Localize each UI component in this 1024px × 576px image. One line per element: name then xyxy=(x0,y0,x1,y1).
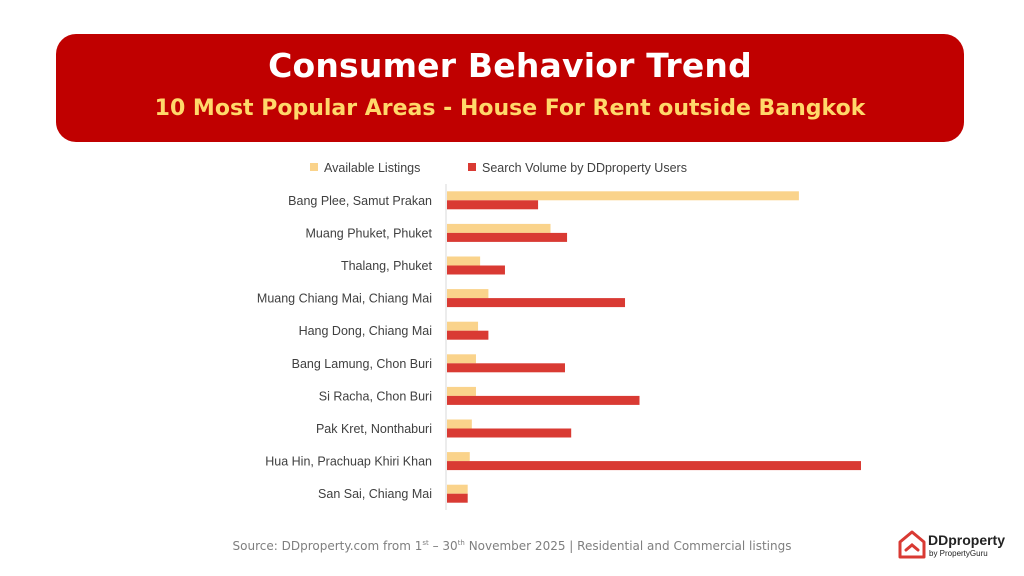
bar-available-listings xyxy=(447,191,799,201)
legend-label: Available Listings xyxy=(324,161,420,175)
category-label: Muang Phuket, Phuket xyxy=(306,226,433,240)
bar-search-volume xyxy=(447,428,572,438)
brand-byline: by PropertyGuru xyxy=(929,549,988,558)
source-sup-1: st xyxy=(422,539,429,547)
category-label: San Sai, Chiang Mai xyxy=(318,487,432,501)
house-logo-icon xyxy=(898,530,926,559)
category-label: Hang Dong, Chiang Mai xyxy=(299,324,432,338)
bar-search-volume xyxy=(447,200,539,210)
bar-chart: Available Listings Search Volume by DDpro… xyxy=(257,161,861,510)
bar-available-listings xyxy=(447,452,470,462)
category-label: Pak Kret, Nonthaburi xyxy=(316,422,432,436)
category-label: Bang Lamung, Chon Buri xyxy=(292,357,432,371)
bar-search-volume xyxy=(447,298,626,308)
source-note: Source: DDproperty.com from 1st – 30th N… xyxy=(0,539,1024,553)
legend-swatch xyxy=(310,163,318,171)
title-banner: Consumer Behavior Trend 10 Most Popular … xyxy=(56,34,964,142)
legend-swatch xyxy=(468,163,476,171)
bar-search-volume xyxy=(447,363,565,373)
category-label: Bang Plee, Samut Prakan xyxy=(288,194,432,208)
legend-label: Search Volume by DDproperty Users xyxy=(482,161,687,175)
bar-available-listings xyxy=(447,256,481,266)
bar-available-listings xyxy=(447,223,551,233)
bar-available-listings xyxy=(447,321,479,331)
source-suffix: November 2025 | Residential and Commerci… xyxy=(464,539,792,553)
bar-available-listings xyxy=(447,419,472,429)
source-sup-2: th xyxy=(457,539,465,547)
category-label: Muang Chiang Mai, Chiang Mai xyxy=(257,292,432,306)
bar-search-volume xyxy=(447,232,568,242)
bar-search-volume xyxy=(447,493,468,503)
bar-search-volume xyxy=(447,265,505,275)
source-prefix: Source: DDproperty.com from 1 xyxy=(232,539,423,553)
page-title: Consumer Behavior Trend xyxy=(268,46,752,85)
brand-name: DDproperty xyxy=(928,532,1006,548)
bar-available-listings xyxy=(447,386,476,396)
brand-logo: DDproperty by PropertyGuru xyxy=(898,530,1008,564)
category-label: Si Racha, Chon Buri xyxy=(319,389,432,403)
bar-available-listings xyxy=(447,354,476,364)
bar-search-volume xyxy=(447,395,640,405)
category-label: Thalang, Phuket xyxy=(341,259,433,273)
page-subtitle: 10 Most Popular Areas - House For Rent o… xyxy=(154,96,866,121)
bar-search-volume xyxy=(447,330,489,340)
bar-available-listings xyxy=(447,484,468,494)
bar-search-volume xyxy=(447,461,861,471)
category-label: Hua Hin, Prachuap Khiri Khan xyxy=(265,455,432,469)
bar-available-listings xyxy=(447,289,489,299)
source-middle: – 30 xyxy=(428,539,458,553)
